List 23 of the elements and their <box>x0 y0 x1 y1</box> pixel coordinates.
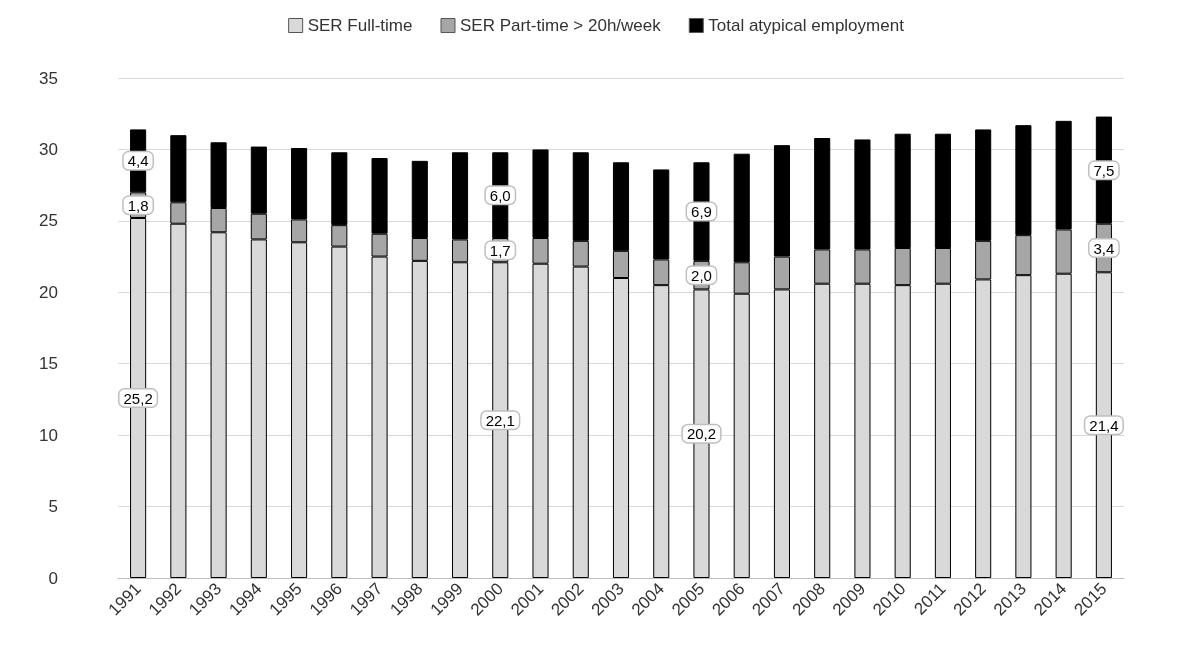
data-label: 6,0 <box>489 186 511 204</box>
data-label: 20,2 <box>686 425 717 443</box>
data-label: 2,0 <box>691 266 712 284</box>
y-tick-label: 25 <box>39 211 58 231</box>
y-tick-label: 5 <box>48 497 58 517</box>
data-label: 7,5 <box>1093 161 1115 179</box>
legend-label: SER Full-time <box>307 16 413 35</box>
data-label: 3,4 <box>1093 239 1115 257</box>
data-label: 4,4 <box>127 152 149 170</box>
y-tick-label: 10 <box>39 425 58 445</box>
data-label: 22,1 <box>485 411 515 429</box>
y-tick-label: 20 <box>39 282 58 302</box>
data-label: 25,2 <box>123 389 153 407</box>
y-tick-label: 35 <box>39 68 58 88</box>
legend-label: SER Part-time > 20h/week <box>459 16 662 35</box>
legend-label: Total atypical employment <box>708 16 905 35</box>
y-tick-label: 30 <box>39 139 58 159</box>
data-label: 1,7 <box>489 241 511 259</box>
data-label: 1,8 <box>127 196 149 214</box>
data-label: 21,4 <box>1089 416 1119 434</box>
data-label: 6,9 <box>691 203 712 221</box>
y-tick-label: 0 <box>48 568 58 588</box>
y-tick-label: 15 <box>39 354 58 374</box>
